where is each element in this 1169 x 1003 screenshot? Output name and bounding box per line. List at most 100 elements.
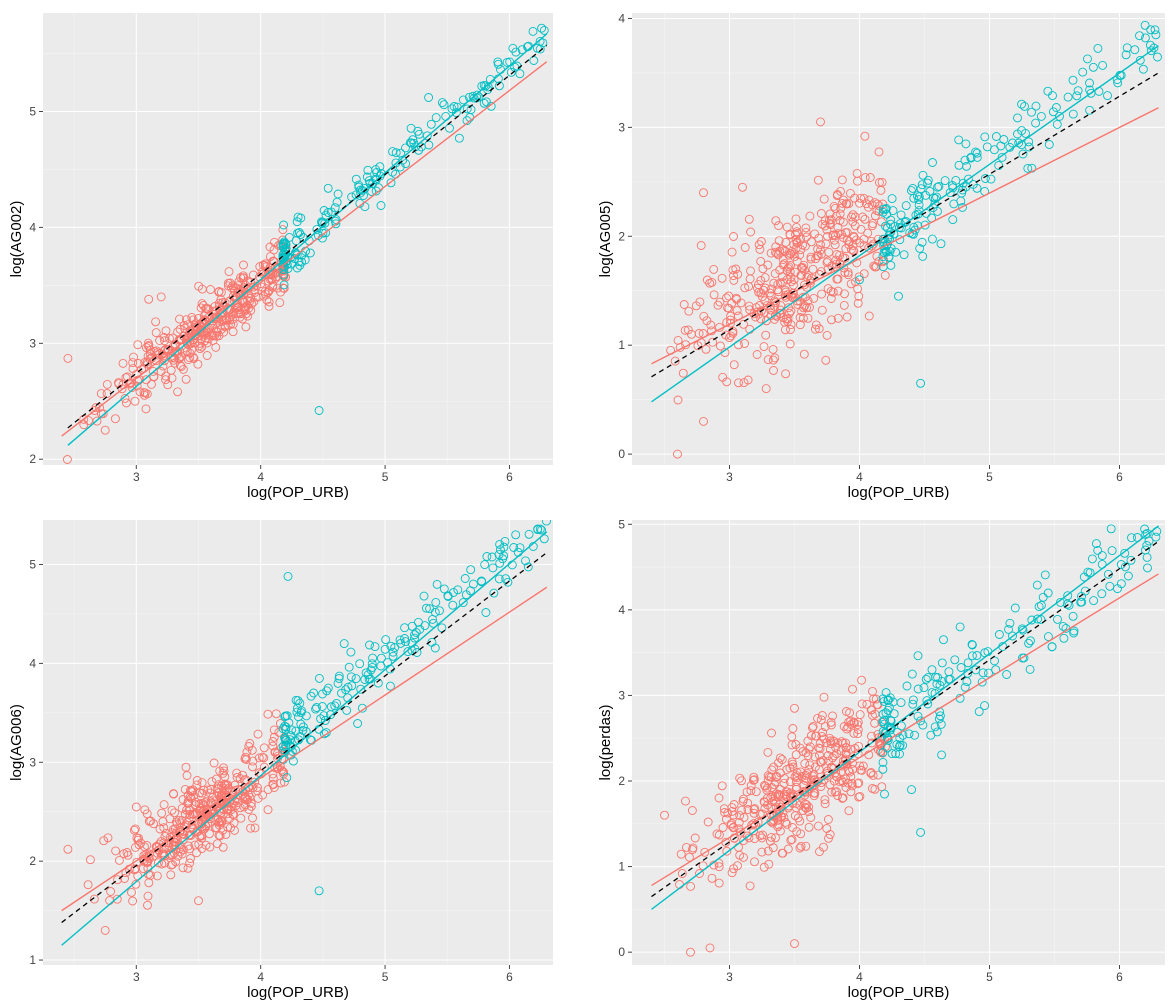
data-point <box>687 806 697 815</box>
data-point <box>709 290 719 300</box>
data-point <box>974 707 984 717</box>
data-point <box>314 673 324 683</box>
data-point <box>727 247 737 257</box>
data-point <box>963 174 973 184</box>
data-point <box>1130 510 1138 518</box>
data-point <box>1078 67 1088 77</box>
data-point <box>673 449 682 459</box>
data-point <box>95 403 104 412</box>
data-point <box>723 808 733 818</box>
data-point <box>238 284 248 294</box>
data-point <box>833 274 843 284</box>
data-point <box>817 731 827 741</box>
data-point <box>886 716 896 726</box>
data-point <box>460 574 470 583</box>
data-point <box>1085 568 1095 578</box>
data-point <box>867 221 877 231</box>
data-point <box>826 717 836 727</box>
data-point <box>246 823 256 833</box>
data-point <box>989 145 999 155</box>
data-point <box>878 709 888 719</box>
data-point <box>407 138 416 148</box>
data-point <box>130 824 140 834</box>
data-point <box>481 97 491 107</box>
y-tick-label: 4 <box>618 11 625 25</box>
data-point <box>305 735 315 745</box>
data-point <box>188 335 198 345</box>
data-point <box>841 228 851 238</box>
data-point <box>800 301 810 311</box>
data-point <box>956 663 966 672</box>
data-point <box>355 659 365 669</box>
panel-4: 3 4 5 6 0 1 2 3 4 5 log(POP_URB) log(perdas) <box>597 510 1165 1001</box>
data-point <box>958 202 967 212</box>
data-point <box>292 250 302 260</box>
data-point <box>829 751 839 761</box>
data-point <box>83 880 93 890</box>
data-point <box>114 855 124 865</box>
data-point <box>676 849 686 859</box>
data-point <box>753 283 762 293</box>
data-point <box>766 248 776 258</box>
data-point <box>321 728 331 738</box>
data-point <box>127 887 136 897</box>
data-point <box>896 698 906 708</box>
x-tick-label: 4 <box>257 970 264 984</box>
data-point <box>91 403 101 413</box>
data-point <box>542 520 551 526</box>
data-point <box>1093 545 1103 555</box>
data-point <box>816 209 826 218</box>
data-point <box>847 212 856 222</box>
data-point <box>361 668 371 678</box>
data-point <box>413 126 423 136</box>
data-point <box>813 175 823 185</box>
data-point <box>164 841 174 851</box>
data-point <box>259 753 269 763</box>
data-point <box>269 732 279 742</box>
data-point <box>922 696 932 706</box>
data-point <box>831 255 841 265</box>
data-point <box>1151 532 1161 542</box>
data-point <box>846 279 856 289</box>
data-point <box>1103 91 1112 101</box>
data-point <box>775 826 785 836</box>
data-point <box>502 57 512 67</box>
data-point <box>533 525 543 535</box>
data-point <box>494 81 504 91</box>
data-point <box>368 653 378 663</box>
data-point <box>1059 633 1069 643</box>
data-point <box>960 155 970 165</box>
data-point <box>790 703 799 713</box>
data-point <box>1031 118 1041 128</box>
data-point <box>805 303 814 312</box>
data-point <box>820 722 830 732</box>
data-point <box>932 727 942 737</box>
data-point <box>140 390 149 400</box>
data-point <box>799 349 809 359</box>
data-point <box>269 725 279 735</box>
data-point <box>826 720 836 730</box>
data-point <box>857 675 867 685</box>
data-point <box>317 702 327 711</box>
data-point <box>760 803 770 813</box>
data-point <box>749 826 759 836</box>
data-point <box>155 348 165 358</box>
data-point <box>790 939 799 949</box>
data-point <box>1053 614 1062 624</box>
data-point <box>745 881 755 891</box>
data-point <box>141 375 151 385</box>
data-point <box>532 43 542 53</box>
data-point <box>801 227 811 237</box>
data-point <box>795 800 805 810</box>
data-point <box>149 372 159 382</box>
data-point <box>841 756 850 766</box>
data-point <box>363 165 373 175</box>
data-point <box>878 257 888 267</box>
data-point <box>769 366 778 375</box>
data-point <box>826 286 836 296</box>
cyan-fit-line <box>67 33 548 446</box>
data-point <box>848 240 858 250</box>
data-point <box>771 772 781 782</box>
data-point <box>1032 580 1042 590</box>
